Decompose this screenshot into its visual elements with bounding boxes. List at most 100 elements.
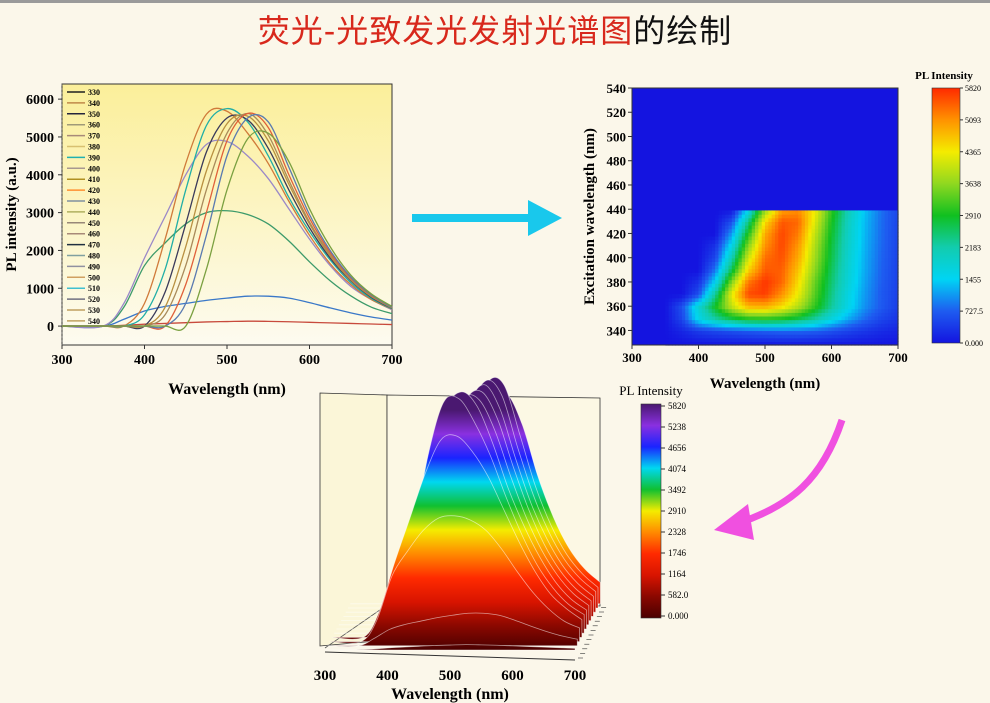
heatmap-cell (888, 272, 892, 277)
heatmap-cell (878, 283, 882, 288)
heatmap-cell (804, 294, 809, 299)
heatmap-cell (851, 210, 856, 215)
heatmap-cell (718, 330, 723, 335)
heatmap-cell (894, 243, 899, 248)
heatmap-cell (705, 257, 710, 262)
heatmap-cell (735, 224, 739, 230)
colorbar-tick-label: 2910 (668, 506, 687, 516)
heatmap-cell (818, 334, 823, 339)
heatmap-cell (755, 228, 759, 233)
heatmap-cell (741, 275, 746, 281)
heatmap-cell (741, 250, 746, 255)
heatmap-cell (761, 323, 766, 328)
heatmap-cell (888, 250, 892, 255)
heatmap-cell (708, 319, 713, 324)
heatmap-cell (884, 246, 889, 252)
arrow-magenta (714, 418, 846, 540)
heatmap-cell (814, 294, 819, 299)
heatmap-cell (745, 323, 749, 328)
heatmap-cell (745, 290, 749, 295)
heatmap-cell (765, 334, 769, 339)
heatmap-cell (841, 304, 846, 310)
heatmap-cell (841, 275, 846, 281)
heatmap-cell (794, 239, 799, 244)
heatmap-cell (738, 330, 743, 335)
heatmap-cell (721, 330, 726, 335)
heatmap-cell (831, 257, 836, 262)
heatmap-cell (828, 214, 833, 219)
heatmap-cell (878, 221, 882, 226)
heatmap-cell (778, 308, 783, 313)
heatmap-cell (858, 275, 863, 281)
heatmap-cell (708, 283, 713, 288)
heatmap-cell (788, 308, 793, 313)
heatmap-cell (781, 326, 786, 332)
heatmap-cell (761, 232, 766, 237)
heatmap-cell (731, 232, 736, 237)
heatmap-cell (781, 246, 786, 252)
heatmap-cell (808, 275, 813, 281)
heatmap-cell (841, 243, 846, 248)
heatmap-cell (761, 297, 766, 302)
heatmap-cell (801, 330, 806, 335)
heatmap-cell (874, 330, 879, 335)
heatmap-cell (705, 315, 710, 321)
heatmap-cell (828, 297, 833, 302)
heatmap-cell (838, 319, 843, 324)
heatmap-cell (831, 243, 836, 248)
heatmap-cell (735, 326, 739, 332)
heatmap-cell (791, 232, 796, 237)
y-tick-label: 1000 (26, 282, 54, 297)
heatmap-cell (728, 210, 733, 215)
heatmap-cell (715, 257, 720, 262)
heatmap-cell (824, 308, 829, 313)
heatmap-cell (765, 214, 769, 219)
heatmap-cell (808, 250, 813, 255)
heatmap-cell (794, 323, 799, 328)
heatmap-cell (715, 294, 720, 299)
heatmap-cell (791, 341, 796, 346)
heatmap-cell (881, 246, 886, 252)
heatmap-cell (871, 304, 876, 310)
heatmap-cell (841, 301, 846, 306)
heatmap-cell (794, 334, 799, 339)
y-tick-label: 5000 (26, 131, 54, 146)
heatmap-cell (801, 312, 806, 317)
heatmap-cell (891, 264, 896, 270)
heatmap-cell (808, 315, 813, 321)
heatmap-cell (861, 224, 866, 230)
heatmap-cell (725, 257, 730, 262)
heatmap-cell (711, 232, 716, 237)
heatmap-cell (844, 330, 849, 335)
heatmap-cell (698, 297, 703, 302)
heatmap-cell (678, 330, 683, 335)
heatmap-cell (834, 250, 839, 255)
heatmap-cell (844, 315, 849, 321)
heatmap-cell (781, 275, 786, 281)
heatmap-cell (735, 337, 739, 342)
heatmap-cell (761, 221, 766, 226)
heatmap-cell (718, 297, 723, 302)
heatmap-cell (891, 210, 896, 215)
heatmap-cell (745, 250, 749, 255)
heatmap-cell (858, 268, 863, 273)
heatmap-cell (751, 235, 756, 241)
heatmap-cell (781, 341, 786, 346)
heatmap-cell (725, 319, 730, 324)
y-tick-label: 400 (607, 251, 627, 266)
heatmap-cell (798, 268, 803, 273)
heatmap-cell (738, 250, 743, 255)
heatmap-cell (801, 261, 806, 266)
heatmap-cell (788, 224, 793, 230)
heatmap-cell (884, 319, 889, 324)
heatmap-cell (708, 301, 713, 306)
heatmap-cell (824, 221, 829, 226)
heatmap-cell (824, 232, 829, 237)
heatmap-cell (758, 315, 763, 321)
heatmap-cell (848, 264, 853, 270)
heatmap-cell (668, 312, 673, 317)
heatmap-cell (748, 312, 753, 317)
heatmap-cell (765, 341, 769, 346)
heatmap-cell (891, 239, 896, 244)
heatmap-cell (811, 254, 816, 259)
